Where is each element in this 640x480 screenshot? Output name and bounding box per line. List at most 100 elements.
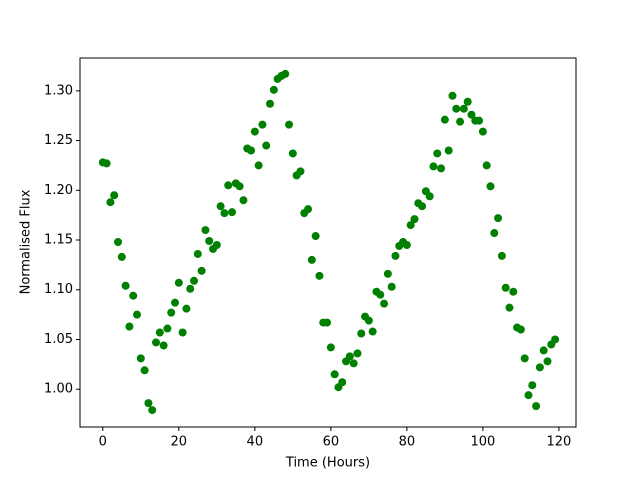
y-tick-label: 1.10: [44, 282, 73, 297]
point: [323, 318, 332, 327]
point: [467, 110, 476, 119]
point: [117, 252, 126, 261]
point: [152, 338, 161, 347]
point: [364, 316, 373, 325]
point: [501, 283, 510, 292]
point: [543, 357, 552, 366]
point: [459, 104, 468, 113]
y-tick-label: 1.20: [44, 183, 73, 198]
point: [452, 104, 461, 113]
point: [528, 381, 537, 390]
point: [345, 352, 354, 361]
point: [497, 251, 506, 260]
point: [205, 237, 214, 246]
point: [155, 328, 164, 337]
point: [228, 208, 237, 217]
point: [353, 349, 362, 358]
x-tick-label: 60: [323, 435, 340, 450]
x-tick-label: 120: [546, 435, 571, 450]
x-tick-label: 100: [470, 435, 495, 450]
point: [193, 249, 202, 258]
point: [437, 164, 446, 173]
point: [524, 391, 533, 400]
point: [551, 335, 560, 344]
point: [159, 341, 168, 350]
point: [296, 167, 305, 176]
point: [357, 329, 366, 338]
point: [391, 251, 400, 260]
point: [456, 117, 465, 126]
point: [136, 354, 145, 363]
point: [250, 127, 259, 136]
point: [532, 402, 541, 411]
point: [440, 115, 449, 124]
point: [269, 85, 278, 94]
point: [247, 146, 256, 155]
point: [254, 161, 263, 170]
point: [125, 322, 134, 331]
point: [190, 276, 199, 285]
point: [535, 363, 544, 372]
point: [326, 343, 335, 352]
point: [288, 149, 297, 158]
point: [167, 308, 176, 317]
point: [171, 298, 180, 307]
point: [494, 214, 503, 223]
point: [285, 120, 294, 129]
point: [315, 271, 324, 280]
point: [448, 91, 457, 100]
point: [212, 240, 221, 249]
point: [433, 149, 442, 158]
point: [110, 191, 119, 200]
point: [444, 146, 453, 155]
point: [144, 399, 153, 408]
point: [387, 282, 396, 291]
point: [106, 198, 115, 207]
point: [307, 255, 316, 264]
point: [509, 287, 518, 296]
point: [258, 120, 267, 129]
point: [102, 159, 111, 168]
point: [349, 359, 358, 368]
point: [140, 366, 149, 375]
point: [163, 324, 172, 333]
point: [197, 266, 206, 275]
point: [182, 304, 191, 313]
point: [520, 354, 529, 363]
point: [129, 291, 138, 300]
point: [402, 240, 411, 249]
point: [220, 209, 229, 218]
point: [516, 325, 525, 334]
point: [330, 370, 339, 379]
point: [216, 202, 225, 211]
point: [383, 269, 392, 278]
point: [114, 238, 123, 247]
x-tick-label: 80: [399, 435, 416, 450]
point: [148, 406, 157, 415]
point: [475, 116, 484, 125]
point: [368, 327, 377, 336]
point: [463, 97, 472, 106]
plot-frame: [79, 57, 577, 428]
point: [311, 232, 320, 241]
point: [425, 192, 434, 201]
point: [235, 182, 244, 191]
point: [262, 141, 271, 150]
y-tick-label: 1.30: [44, 83, 73, 98]
x-axis-label: Time (Hours): [285, 456, 370, 471]
x-tick-label: 40: [247, 435, 264, 450]
point: [121, 281, 130, 290]
point: [178, 328, 187, 337]
y-tick-label: 1.25: [44, 133, 73, 148]
point: [304, 205, 313, 214]
point: [380, 299, 389, 308]
point: [505, 303, 514, 312]
x-tick-label: 0: [99, 435, 107, 450]
point: [133, 310, 142, 319]
point: [490, 229, 499, 238]
point: [410, 215, 419, 224]
point: [539, 346, 548, 355]
point: [281, 69, 290, 78]
x-tick-label: 20: [171, 435, 188, 450]
